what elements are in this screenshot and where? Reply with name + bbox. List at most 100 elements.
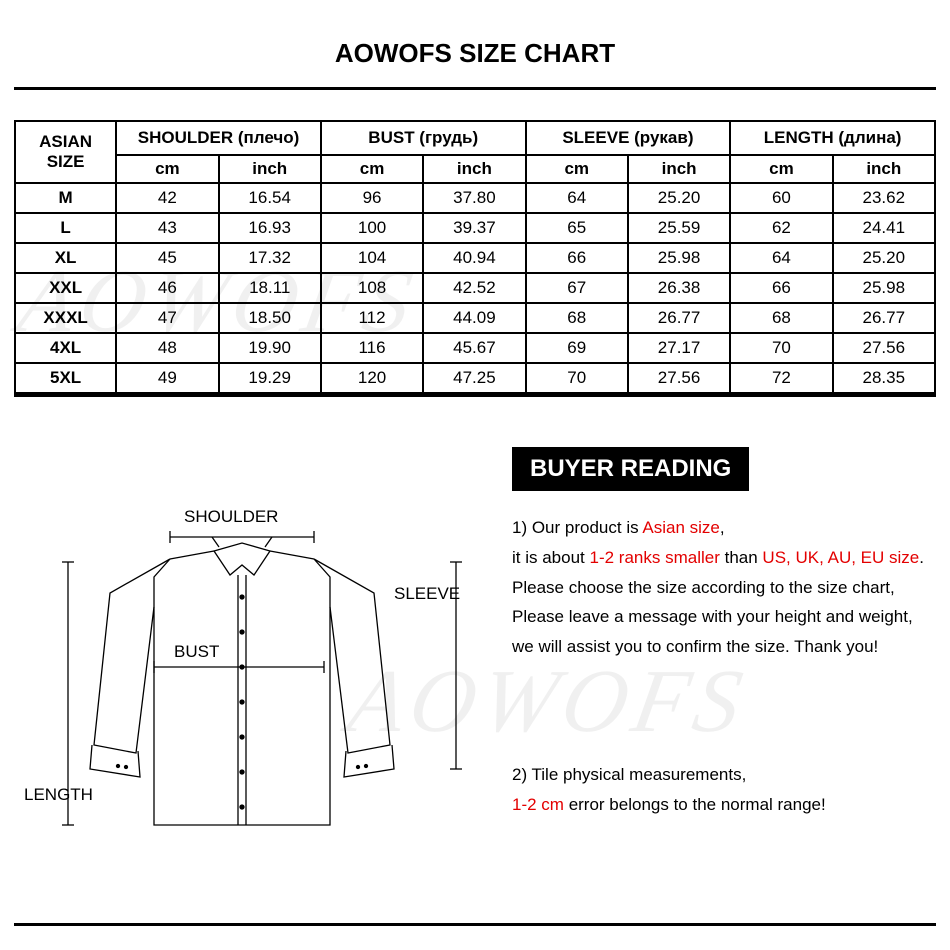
table-row: 5XL4919.2912047.257027.567228.35: [15, 363, 935, 393]
asian-line2: SIZE: [47, 152, 85, 171]
cell-value: 49: [116, 363, 218, 393]
cell-value: 25.20: [628, 183, 730, 213]
divider-mid: [14, 394, 936, 397]
buyer-p1c: ,: [720, 518, 725, 537]
table-row: XXXL4718.5011244.096826.776826.77: [15, 303, 935, 333]
cell-value: 62: [730, 213, 832, 243]
cell-value: 18.50: [219, 303, 321, 333]
cell-value: 60: [730, 183, 832, 213]
buyer-p2a: it is about: [512, 548, 590, 567]
th-sleeve: SLEEVE (рукав): [526, 121, 731, 155]
cell-value: 28.35: [833, 363, 935, 393]
cell-value: 27.56: [833, 333, 935, 363]
cell-value: 27.56: [628, 363, 730, 393]
buyer-p5: we will assist you to confirm the size. …: [512, 632, 936, 662]
label-shoulder: SHOULDER: [184, 507, 278, 527]
th-bust: BUST (грудь): [321, 121, 526, 155]
label-length: LENGTH: [24, 785, 93, 805]
cell-value: 24.41: [833, 213, 935, 243]
cell-value: 42: [116, 183, 218, 213]
buyer-p1: 1) Our product is Asian size,: [512, 513, 936, 543]
cell-value: 46: [116, 273, 218, 303]
th-asian-size: ASIAN SIZE: [15, 121, 116, 183]
cell-value: 67: [526, 273, 628, 303]
cell-value: 68: [526, 303, 628, 333]
th-sub: cm: [321, 155, 423, 183]
cell-value: 64: [526, 183, 628, 213]
buyer-p2d: US, UK, AU, EU size: [762, 548, 919, 567]
cell-value: 25.20: [833, 243, 935, 273]
page-title: AOWOFS SIZE CHART: [0, 0, 950, 87]
table-row: XL4517.3210440.946625.986425.20: [15, 243, 935, 273]
cell-value: 48: [116, 333, 218, 363]
cell-value: 39.37: [423, 213, 525, 243]
cell-value: 47.25: [423, 363, 525, 393]
buyer-p4: Please leave a message with your height …: [512, 602, 936, 632]
cell-value: 66: [526, 243, 628, 273]
buyer-heading: BUYER READING: [512, 447, 749, 491]
cell-value: 40.94: [423, 243, 525, 273]
th-sub: inch: [628, 155, 730, 183]
cell-size: XXL: [15, 273, 116, 303]
cell-size: 5XL: [15, 363, 116, 393]
label-sleeve: SLEEVE: [394, 584, 460, 604]
cell-value: 16.54: [219, 183, 321, 213]
cell-value: 68: [730, 303, 832, 333]
cell-value: 70: [730, 333, 832, 363]
cell-value: 69: [526, 333, 628, 363]
buyer-p7a: 1-2 cm: [512, 795, 564, 814]
cell-value: 120: [321, 363, 423, 393]
cell-value: 65: [526, 213, 628, 243]
cell-value: 26.38: [628, 273, 730, 303]
th-sub: cm: [730, 155, 832, 183]
buyer-p3: Please choose the size according to the …: [512, 573, 936, 603]
cell-value: 100: [321, 213, 423, 243]
cell-value: 112: [321, 303, 423, 333]
cell-size: XL: [15, 243, 116, 273]
table-row: 4XL4819.9011645.676927.177027.56: [15, 333, 935, 363]
cell-value: 26.77: [833, 303, 935, 333]
cell-value: 42.52: [423, 273, 525, 303]
cell-value: 96: [321, 183, 423, 213]
th-sub: inch: [219, 155, 321, 183]
buyer-p6: 2) Tile physical measurements,: [512, 760, 936, 790]
cell-value: 16.93: [219, 213, 321, 243]
cell-value: 66: [730, 273, 832, 303]
size-table: ASIAN SIZE SHOULDER (плечо) BUST (грудь)…: [14, 120, 936, 394]
cell-value: 25.59: [628, 213, 730, 243]
cell-value: 18.11: [219, 273, 321, 303]
asian-line1: ASIAN: [39, 132, 92, 151]
cell-value: 23.62: [833, 183, 935, 213]
cell-value: 19.90: [219, 333, 321, 363]
cell-size: L: [15, 213, 116, 243]
cell-value: 25.98: [628, 243, 730, 273]
label-bust: BUST: [174, 642, 219, 662]
cell-value: 37.80: [423, 183, 525, 213]
cell-size: XXXL: [15, 303, 116, 333]
shirt-diagram: SHOULDER SLEEVE BUST LENGTH: [14, 447, 504, 847]
th-length: LENGTH (длина): [730, 121, 935, 155]
buyer-p2c: than: [720, 548, 763, 567]
cell-value: 64: [730, 243, 832, 273]
cell-value: 27.17: [628, 333, 730, 363]
cell-size: 4XL: [15, 333, 116, 363]
cell-value: 19.29: [219, 363, 321, 393]
cell-value: 72: [730, 363, 832, 393]
cell-value: 45: [116, 243, 218, 273]
cell-value: 25.98: [833, 273, 935, 303]
th-sub: cm: [116, 155, 218, 183]
buyer-p2e: .: [919, 548, 924, 567]
table-row: XXL4618.1110842.526726.386625.98: [15, 273, 935, 303]
cell-value: 43: [116, 213, 218, 243]
cell-value: 104: [321, 243, 423, 273]
buyer-reading-col: BUYER READING 1) Our product is Asian si…: [504, 447, 936, 847]
cell-value: 17.32: [219, 243, 321, 273]
th-sub: inch: [833, 155, 935, 183]
th-sub: inch: [423, 155, 525, 183]
th-sub: cm: [526, 155, 628, 183]
buyer-p1a: 1) Our product is: [512, 518, 642, 537]
cell-value: 26.77: [628, 303, 730, 333]
buyer-p2: it is about 1-2 ranks smaller than US, U…: [512, 543, 936, 573]
cell-size: M: [15, 183, 116, 213]
size-table-wrap: ASIAN SIZE SHOULDER (плечо) BUST (грудь)…: [14, 120, 936, 394]
